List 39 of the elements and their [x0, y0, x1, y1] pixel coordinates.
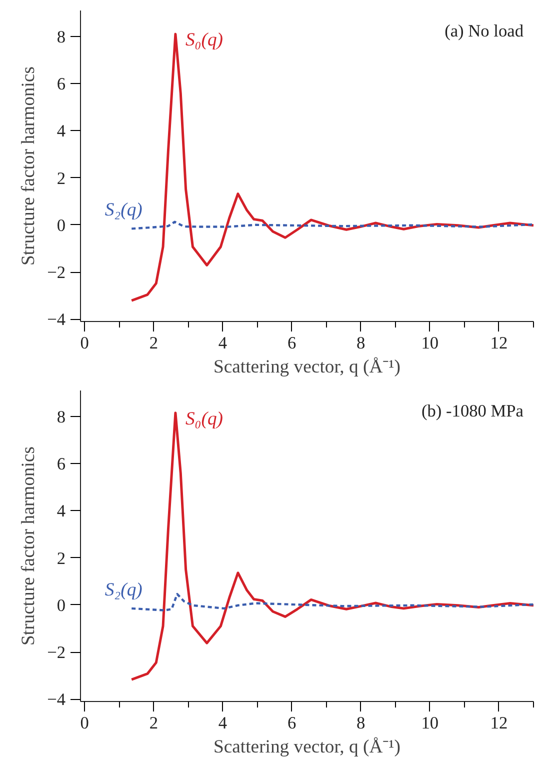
x-tick-label: 0 [80, 714, 89, 732]
annotation: (b) -1080 MPa [421, 402, 524, 420]
series-label: S₂(q) [104, 579, 142, 600]
x-tick-label: 2 [149, 334, 158, 352]
y-tick-label: 8 [56, 27, 66, 46]
y-tick-label: 0 [56, 216, 66, 235]
x-tick-label: 8 [356, 714, 366, 732]
y-tick-label: 2 [56, 548, 66, 568]
x-tick-label: 2 [149, 714, 158, 732]
y-tick-label: 8 [56, 407, 66, 426]
line-series [130, 220, 534, 230]
y-tick-label: −4 [47, 690, 66, 710]
x-tick-label: 6 [287, 334, 296, 352]
x-axis-title: Scattering vector, q (Å⁻¹) [214, 736, 400, 758]
y-tick-label: −2 [47, 263, 66, 282]
x-tick-label: 0 [80, 334, 89, 352]
x-tick-label: 4 [218, 714, 228, 732]
series-label: S₀(q) [185, 30, 224, 51]
series-label: S₂(q) [104, 200, 142, 221]
y-tick-label: 6 [56, 74, 66, 94]
y-tick-label: −4 [47, 310, 66, 330]
y-tick-label: 4 [56, 502, 66, 521]
y-tick-label: 2 [56, 168, 66, 188]
x-tick-label: 4 [218, 334, 228, 352]
x-tick-label: 6 [287, 714, 296, 732]
x-tick-label: 8 [356, 334, 366, 352]
x-axis-title: Scattering vector, q (Å⁻¹) [214, 356, 400, 378]
x-tick-label: 10 [421, 714, 439, 732]
y-tick-label: 4 [56, 122, 66, 141]
y-axis-title: Structure factor harmonics [18, 66, 40, 266]
y-tick-label: −2 [47, 643, 66, 662]
x-tick-label: 12 [490, 714, 508, 732]
y-tick-label: 6 [56, 454, 66, 474]
x-tick-label: 10 [421, 334, 439, 352]
y-tick-label: 0 [56, 596, 66, 615]
series-label: S₀(q) [185, 408, 224, 430]
annotation: (a) No load [444, 22, 524, 40]
y-axis-title: Structure factor harmonics [18, 446, 40, 646]
x-tick-label: 12 [490, 334, 508, 352]
